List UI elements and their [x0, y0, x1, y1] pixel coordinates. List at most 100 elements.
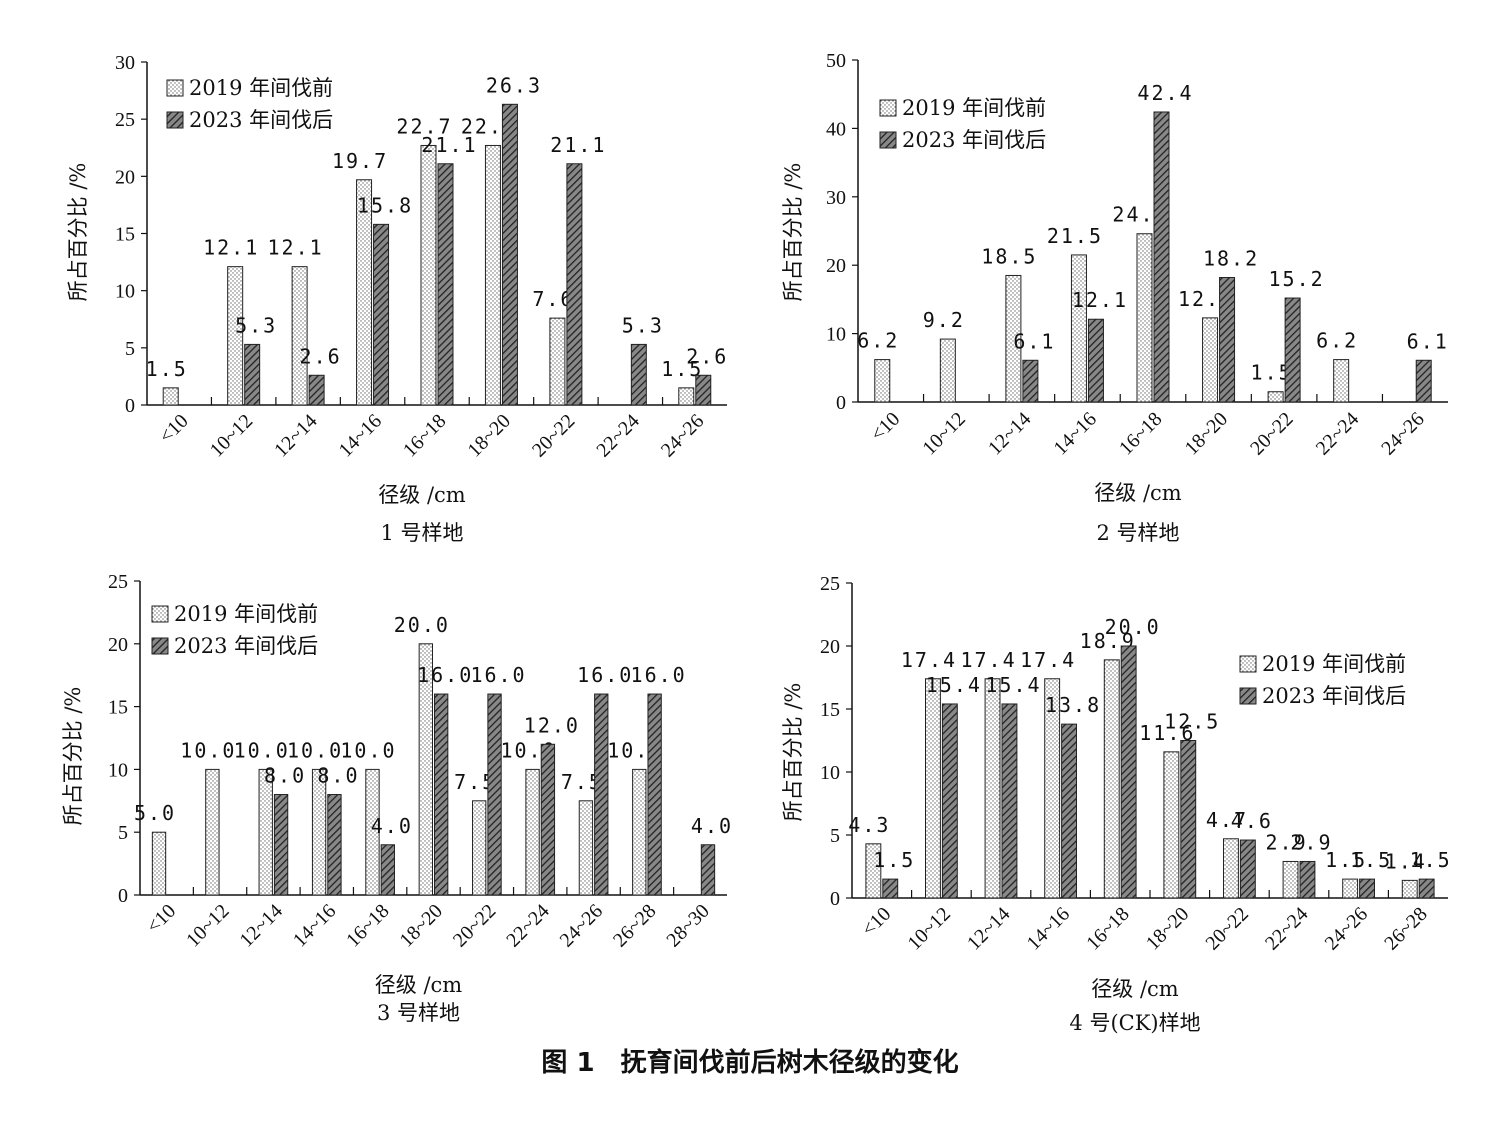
bar-after	[244, 343, 261, 406]
y-axis-title: 所占百分比 /%	[781, 683, 805, 822]
legend-swatch	[879, 131, 897, 149]
bar-before	[356, 179, 373, 406]
data-label: 6.2	[857, 329, 899, 353]
chart-panel-3: 05101520255.010.010.010.010.020.07.510.0…	[61, 571, 733, 1025]
x-tick-label: 26~28	[609, 900, 660, 951]
legend-entry: 2023 年间伐后	[1262, 684, 1406, 708]
data-label: 15.4	[985, 673, 1041, 697]
data-label: 21.1	[421, 133, 477, 157]
legend-entry: 2019 年间伐前	[902, 96, 1046, 120]
data-label: 6.1	[1013, 329, 1055, 353]
legend-swatch	[1239, 655, 1257, 673]
bar-after	[1239, 839, 1256, 899]
data-label: 1.5	[1350, 848, 1392, 872]
data-label: 4.0	[371, 814, 413, 838]
y-tick-label: 40	[826, 118, 846, 140]
x-tick-label: 10~12	[918, 408, 969, 459]
bar-after	[695, 374, 712, 406]
bar-after	[647, 693, 662, 896]
data-label: 7.6	[532, 287, 574, 311]
bar-after	[380, 844, 395, 896]
data-label: 12.1	[268, 236, 324, 260]
bar-before	[549, 317, 566, 406]
data-label: 13.8	[1045, 693, 1101, 717]
bar-before	[205, 768, 220, 896]
y-tick-label: 10	[820, 762, 840, 784]
bar-before	[227, 266, 244, 406]
bar-before	[472, 800, 487, 896]
data-label: 1.5	[1410, 848, 1452, 872]
data-label: 4.6	[1231, 809, 1273, 833]
bar-after	[1061, 723, 1077, 899]
figure-caption: 图 1 抚育间伐前后树木径级的变化	[541, 1048, 959, 1078]
data-label: 2.9	[1265, 830, 1307, 854]
legend-swatch	[166, 111, 184, 129]
x-tick-label: 14~16	[289, 900, 340, 951]
data-label: 5.3	[622, 313, 664, 337]
y-tick-label: 25	[115, 109, 135, 131]
y-tick-label: 30	[826, 187, 846, 209]
bar-after	[594, 693, 609, 896]
bar-before	[1070, 254, 1087, 403]
data-label: 6.2	[1316, 329, 1358, 353]
data-label: 8.0	[317, 764, 359, 788]
y-tick-label: 0	[836, 392, 846, 414]
legend-swatch	[879, 99, 897, 117]
x-tick-label: 28~30	[662, 900, 713, 951]
data-label: 19.7	[332, 149, 388, 173]
x-tick-label: 26~28	[1380, 903, 1431, 954]
y-tick-label: 10	[826, 324, 846, 346]
bar-before	[484, 144, 501, 406]
x-tick-label: <10	[143, 900, 181, 938]
bar-after	[941, 703, 958, 899]
x-tick-label: 14~16	[335, 410, 386, 461]
x-tick-label: 18~20	[463, 410, 514, 461]
chart-subtitle: 2 号样地	[1096, 521, 1179, 545]
data-label: 20.0	[1105, 615, 1161, 639]
x-tick-label: 22~24	[592, 410, 643, 461]
x-tick-label: 10~12	[206, 410, 257, 461]
bar-before	[632, 768, 647, 896]
data-label: 4.7	[1206, 808, 1248, 832]
y-tick-label: 30	[115, 52, 135, 74]
x-tick-label: 16~18	[1115, 408, 1166, 459]
y-tick-label: 0	[125, 395, 135, 417]
data-label: 10.0	[234, 738, 290, 762]
bar-after	[882, 878, 899, 899]
bar-before	[151, 831, 167, 896]
data-label: 26.3	[486, 73, 542, 97]
x-tick-label: 12~14	[235, 900, 286, 951]
chart-panel-2: 010203040506.29.218.521.524.612.31.56.26…	[781, 50, 1449, 545]
bar-after	[1153, 111, 1170, 403]
bar-before	[1163, 751, 1180, 899]
x-tick-label: 14~16	[1023, 903, 1074, 954]
bar-after	[1219, 277, 1236, 403]
data-label: 6.1	[1407, 329, 1449, 353]
data-label: 5.0	[134, 801, 176, 825]
data-label: 20.0	[394, 613, 450, 637]
x-axis-title: 径级 /cm	[375, 973, 463, 997]
legend-entry: 2019 年间伐前	[174, 602, 318, 626]
x-tick-label: <10	[155, 410, 193, 448]
legend-swatch	[151, 605, 169, 623]
data-label: 18.5	[981, 244, 1037, 268]
bar-after	[327, 794, 342, 896]
bar-after	[1022, 359, 1039, 403]
data-label: 5.3	[235, 313, 277, 337]
y-tick-label: 15	[108, 697, 128, 719]
data-label: 1.5	[146, 357, 188, 381]
y-tick-label: 20	[826, 255, 846, 277]
data-label: 17.4	[960, 648, 1016, 672]
y-tick-label: 20	[820, 636, 840, 658]
x-tick-label: <10	[867, 408, 905, 446]
bar-after	[273, 794, 289, 896]
data-label: 2.6	[300, 344, 342, 368]
bar-before	[1342, 878, 1359, 899]
bar-after	[1415, 359, 1432, 403]
x-tick-label: 12~14	[270, 410, 321, 461]
bar-before	[984, 678, 1001, 899]
data-label: 4.0	[691, 814, 733, 838]
bar-before	[258, 768, 273, 896]
